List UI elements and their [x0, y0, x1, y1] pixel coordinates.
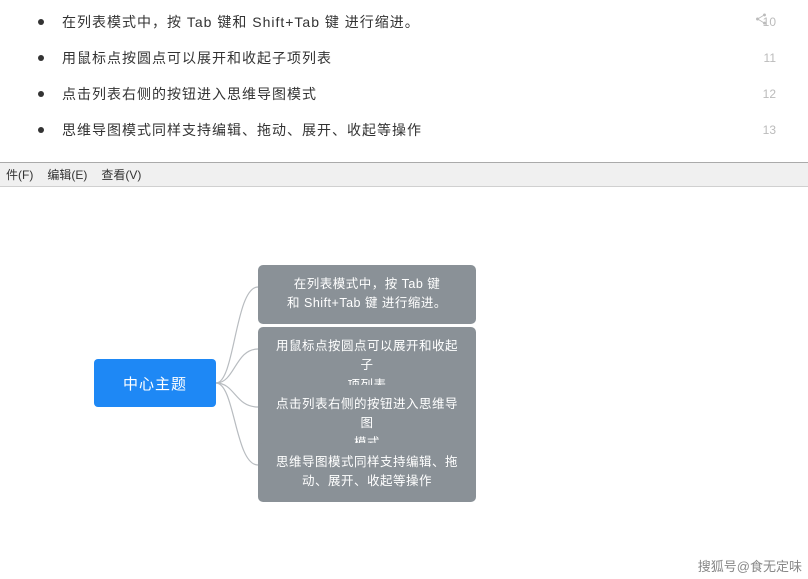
list-item[interactable]: 在列表模式中，按 Tab 键和 Shift+Tab 键 进行缩进。 10: [20, 4, 788, 40]
child-node-label: 思维导图模式同样支持编辑、拖动、展开、收起等操作: [276, 455, 458, 488]
child-node-label: 点击列表右侧的按钮进入思维导图模式: [276, 397, 458, 450]
bullet-icon: [38, 55, 44, 61]
list-item-text: 用鼠标点按圆点可以展开和收起子项列表: [62, 48, 788, 68]
line-number: 11: [764, 51, 776, 65]
menu-edit[interactable]: 编辑(E): [47, 166, 87, 183]
list-item[interactable]: 点击列表右侧的按钮进入思维导图模式 12: [20, 76, 788, 112]
list-item-text: 点击列表右侧的按钮进入思维导图模式: [62, 84, 788, 104]
list-section: 在列表模式中，按 Tab 键和 Shift+Tab 键 进行缩进。 10 用鼠标…: [0, 0, 808, 162]
watermark: 搜狐号@食无定味: [698, 556, 802, 575]
child-node-label: 用鼠标点按圆点可以展开和收起子项列表: [276, 339, 458, 392]
bullet-icon: [38, 19, 44, 25]
list-item-text: 在列表模式中，按 Tab 键和 Shift+Tab 键 进行缩进。: [62, 12, 788, 32]
line-number: 10: [763, 15, 776, 29]
child-node-label: 在列表模式中，按 Tab 键和 Shift+Tab 键 进行缩进。: [287, 277, 447, 310]
line-number: 12: [763, 87, 776, 101]
menu-file[interactable]: 件(F): [6, 166, 33, 183]
menu-bar: 件(F) 编辑(E) 查看(V): [0, 163, 808, 187]
list-item[interactable]: 思维导图模式同样支持编辑、拖动、展开、收起等操作 13: [20, 112, 788, 148]
mindmap-child-node[interactable]: 在列表模式中，按 Tab 键和 Shift+Tab 键 进行缩进。: [258, 265, 476, 324]
bullet-icon: [38, 91, 44, 97]
mindmap-center-node[interactable]: 中心主题: [94, 359, 216, 407]
mindmap-canvas[interactable]: 中心主题 在列表模式中，按 Tab 键和 Shift+Tab 键 进行缩进。 用…: [0, 187, 808, 567]
mindmap-child-node[interactable]: 思维导图模式同样支持编辑、拖动、展开、收起等操作: [258, 443, 476, 502]
list-item-text: 思维导图模式同样支持编辑、拖动、展开、收起等操作: [62, 120, 788, 140]
bullet-icon: [38, 127, 44, 133]
center-node-label: 中心主题: [123, 373, 187, 394]
line-number: 13: [763, 123, 776, 137]
list-item[interactable]: 用鼠标点按圆点可以展开和收起子项列表 11: [20, 40, 788, 76]
menu-view[interactable]: 查看(V): [101, 166, 141, 183]
